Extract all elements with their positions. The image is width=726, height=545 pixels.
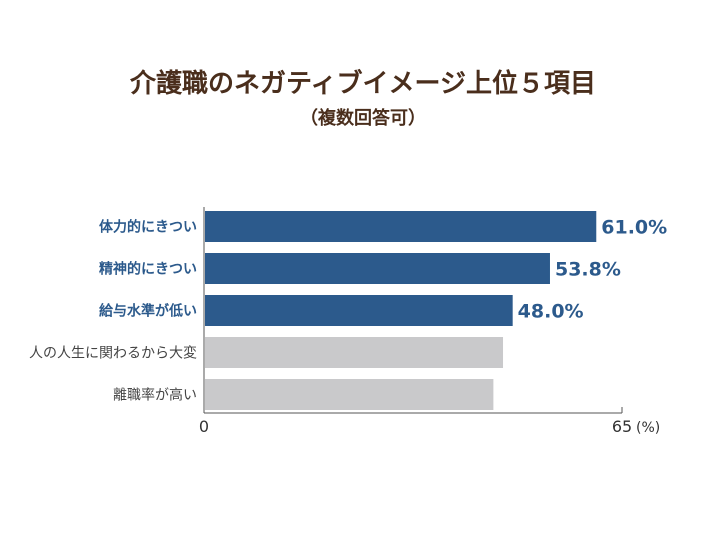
bar-2 (205, 295, 513, 326)
x-axis-unit: (%) (636, 420, 660, 436)
value-label-0: 61.0% (601, 217, 667, 239)
value-label-1: 53.8% (555, 259, 621, 281)
bar-3 (205, 337, 504, 368)
category-label-4: 離職率が高い (113, 387, 197, 404)
bar-1 (205, 253, 550, 284)
category-label-0: 体力的にきつい (99, 219, 197, 236)
value-label-2: 48.0% (518, 301, 584, 323)
category-label-3: 人の人生に関わるから大変 (29, 345, 197, 362)
bar-group (205, 211, 597, 410)
bar-4 (205, 379, 494, 410)
x-tick-label-65: 65 (612, 417, 632, 436)
chart-title: 介護職のネガティブイメージ上位５項目 (129, 68, 596, 99)
chart-subtitle: （複数回答可） (300, 107, 426, 129)
x-tick-label-0: 0 (199, 417, 209, 436)
category-label-1: 精神的にきつい (99, 261, 197, 278)
bar-0 (205, 211, 597, 242)
value-labels: 61.0% 53.8% 48.0% (518, 217, 668, 323)
category-label-2: 給与水準が低い (99, 303, 197, 320)
